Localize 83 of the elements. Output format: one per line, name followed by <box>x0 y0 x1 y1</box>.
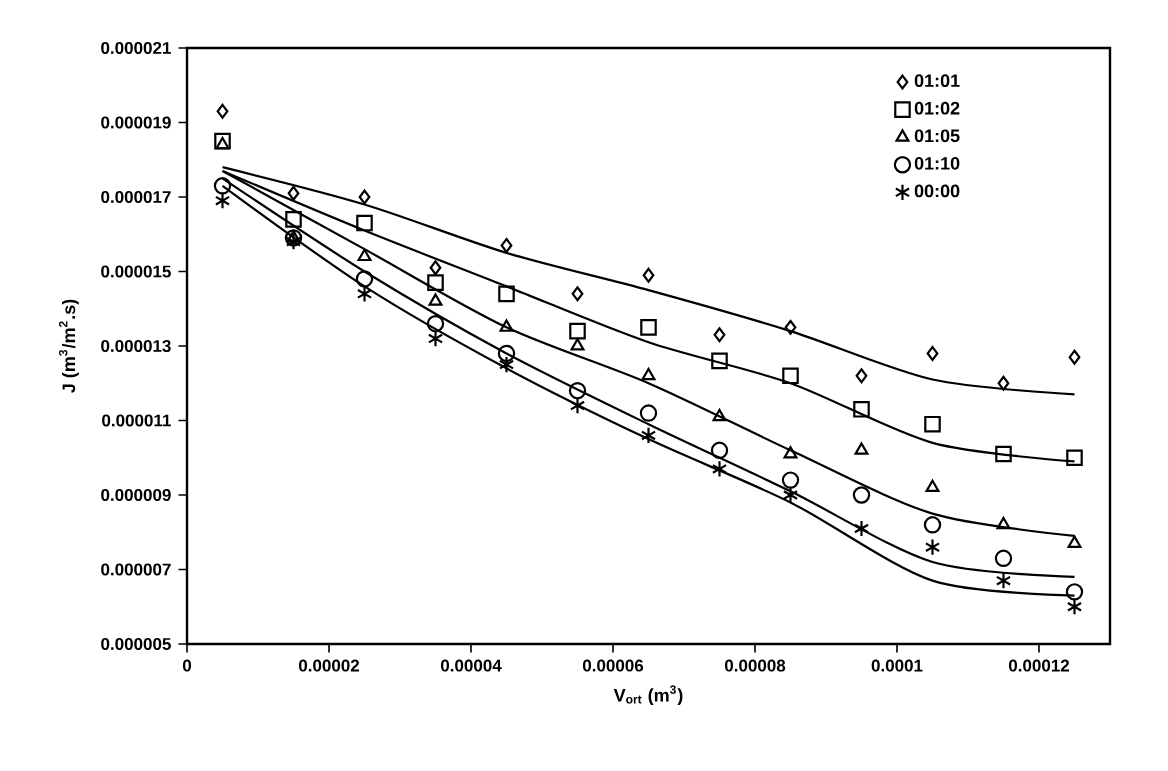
point <box>285 232 302 251</box>
x-tick-label: 0 <box>182 659 192 672</box>
point <box>710 441 729 459</box>
point <box>429 260 442 276</box>
point <box>356 214 373 232</box>
point <box>357 248 372 262</box>
point <box>924 538 941 556</box>
point <box>923 516 942 534</box>
y-tick-label: 0.000015 <box>101 265 171 278</box>
point <box>216 103 229 119</box>
point <box>852 486 871 504</box>
legend-label: 01:01 <box>914 74 960 88</box>
point <box>853 401 870 418</box>
point <box>783 446 798 459</box>
point <box>568 381 587 400</box>
point <box>995 571 1012 590</box>
legend-label: 01:05 <box>914 129 960 143</box>
point <box>213 177 232 195</box>
point <box>640 319 657 336</box>
point <box>285 211 302 228</box>
point <box>427 274 444 291</box>
x-tick-label: 0.00008 <box>724 659 786 672</box>
x-tick-label: 0.00004 <box>440 659 502 672</box>
point <box>713 327 726 343</box>
y-tick-label: 0.000011 <box>102 414 171 427</box>
point <box>500 237 513 253</box>
legend-label: 00:00 <box>914 184 960 198</box>
point <box>498 355 515 374</box>
point <box>1065 583 1084 601</box>
point <box>994 549 1013 568</box>
point <box>855 368 868 384</box>
point <box>642 267 655 283</box>
point <box>358 189 371 205</box>
point <box>287 185 300 201</box>
point <box>640 426 657 445</box>
point <box>428 293 443 306</box>
x-tick-label: 0.00012 <box>1008 659 1070 672</box>
point <box>214 132 231 150</box>
legend-label: 01:10 <box>914 156 960 170</box>
point <box>569 322 586 340</box>
point <box>712 408 727 422</box>
point <box>996 516 1011 530</box>
point <box>926 345 939 361</box>
point <box>853 519 870 538</box>
point <box>215 136 230 150</box>
point <box>356 285 373 303</box>
point <box>782 486 799 504</box>
point <box>499 319 514 332</box>
point <box>1068 349 1081 365</box>
point <box>355 270 374 288</box>
x-axis-title: V$_{ort}$ (m$^{3}$) <box>613 685 683 706</box>
point <box>997 375 1010 391</box>
point <box>924 415 941 433</box>
point <box>639 404 658 422</box>
point <box>641 367 656 381</box>
x-tick-label: 0.00006 <box>582 659 644 672</box>
x-tick-label: 0.00002 <box>298 659 360 672</box>
y-axis-title: J (m$^{3}$/m$^{2}$.s) <box>59 299 79 393</box>
point <box>570 338 585 351</box>
y-tick-label: 0.000007 <box>101 563 171 576</box>
point <box>498 285 515 303</box>
point <box>571 286 584 302</box>
legend-label: 01:02 <box>914 101 960 115</box>
point <box>1066 449 1083 467</box>
x-tick-label: 0.0001 <box>871 659 923 672</box>
point <box>782 367 799 385</box>
point <box>711 352 728 370</box>
y-tick-label: 0.000005 <box>101 637 171 650</box>
point <box>784 319 797 335</box>
y-tick-label: 0.000019 <box>101 116 171 129</box>
point <box>995 445 1012 463</box>
point <box>214 192 231 210</box>
y-tick-label: 0.000009 <box>101 488 171 501</box>
point <box>497 344 516 363</box>
point <box>711 460 728 478</box>
y-tick-label: 0.000013 <box>101 339 171 353</box>
y-tick-label: 0.000021 <box>101 41 171 54</box>
point <box>1066 598 1083 616</box>
point <box>925 479 940 493</box>
point <box>426 314 445 333</box>
y-tick-label: 0.000017 <box>101 190 171 203</box>
point <box>781 471 800 489</box>
point <box>854 442 869 455</box>
